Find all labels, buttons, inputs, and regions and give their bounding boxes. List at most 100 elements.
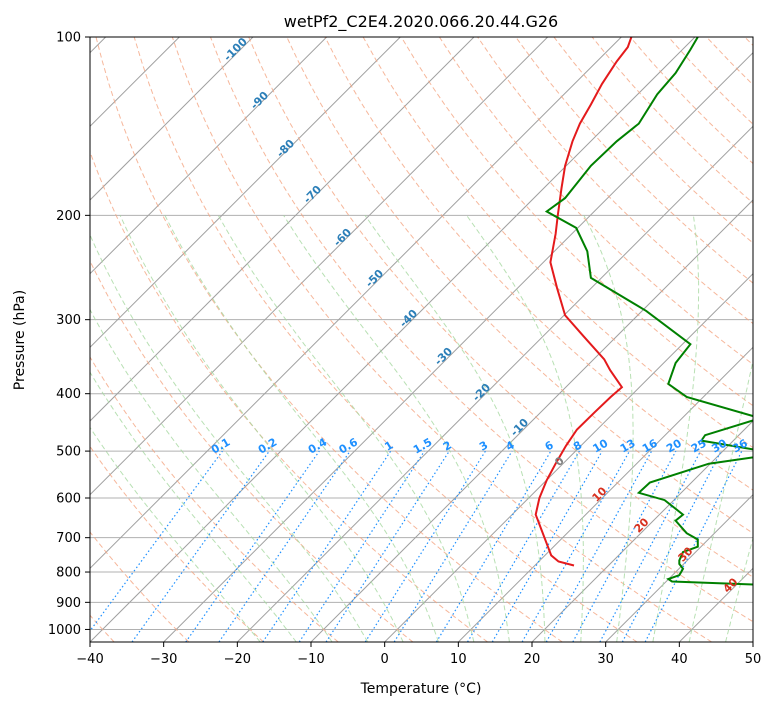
dewpoint-profile [544,37,753,586]
isotherm-gridline [236,125,753,642]
isotherm-gridline [752,641,753,642]
mixing-ratio-line [435,450,552,642]
mixing-ratio-line [218,450,351,642]
y-tick-label: 700 [56,531,81,546]
moist-adiabat [652,215,700,642]
mixing-ratio-label: 0.2 [256,436,279,457]
mixing-ratio-line [545,450,653,642]
mixing-ratio-line [325,450,450,642]
isotherm-gridline [90,37,549,496]
isotherm-gridline [163,51,753,642]
isotherm-label: -10 [508,416,531,439]
isotherm-label: -90 [248,89,271,112]
moist-adiabat [364,215,546,642]
moist-adiabat [217,215,475,642]
mixing-ratio-line [364,450,486,642]
isotherm-gridline [90,37,401,349]
isotherm-label: -20 [470,381,493,404]
isotherm-label: -100 [221,35,250,64]
mixing-ratio-label: 1.5 [411,436,434,457]
isotherm-label: -80 [274,137,297,160]
x-tick-label: 30 [597,652,614,667]
isotherm-gridline [90,37,475,422]
isotherm-gridline [678,567,753,642]
x-tick-label: 10 [450,652,467,667]
x-tick-label: −40 [76,652,103,667]
isotherm-gridline [90,37,328,275]
x-tick-label: −20 [224,652,251,667]
isotherm-gridline [90,37,254,201]
y-tick-label: 200 [56,209,81,224]
dry-adiabat [133,37,638,642]
y-tick-label: 600 [56,492,81,507]
y-tick-label: 900 [56,596,81,611]
isotherm-gridline [90,37,696,642]
mixing-ratio-line [491,450,603,642]
mixing-ratio-label: 25 [689,437,709,456]
isotherm-label: -50 [363,267,386,290]
x-tick-label: −10 [297,652,324,667]
moist-adiabat [583,215,634,642]
dry-adiabat [324,37,753,491]
y-tick-label: 500 [56,445,81,460]
x-tick-label: 50 [745,652,762,667]
x-axis-label: Temperature (°C) [360,681,482,697]
moist-adiabat [90,233,369,642]
chart-title: wetPf2_C2E4.2020.066.20.44.G26 [284,12,558,32]
dry-adiabat [90,445,264,642]
y-tick-label: 400 [56,387,81,402]
dry-adiabat [744,37,753,47]
dry-adiabat [90,259,414,642]
moist-adiabat [164,215,439,642]
y-tick-label: 1000 [48,623,81,638]
dry-adiabat [90,531,190,642]
x-tick-label: 20 [524,652,541,667]
y-tick-label: 800 [56,566,81,581]
isotherm-label: -40 [397,307,420,330]
y-axis-label: Pressure (hPa) [12,290,28,390]
isotherm-label: 10 [590,484,610,504]
dry-adiabat [706,37,753,86]
mixing-ratio-line [90,450,223,632]
dry-adiabat [438,37,753,366]
x-tick-label: −30 [150,652,177,667]
dry-adiabat [515,37,753,284]
isotherm-label: -70 [301,183,324,206]
x-tick-label: 40 [671,652,688,667]
x-tick-label: 0 [381,652,389,667]
mixing-ratio-line [621,450,722,642]
moist-adiabat [688,358,753,642]
mixing-ratio-label: 10 [590,436,610,455]
dry-adiabat [90,356,339,642]
isotherm-label: 20 [632,515,652,535]
dry-adiabat [362,37,753,449]
mixing-ratio-line [521,450,631,642]
mixing-ratio-label: 13 [618,437,638,456]
dry-adiabat [210,37,753,623]
moist-adiabat [283,215,510,642]
plot-frame [89,36,754,643]
y-tick-label: 300 [56,313,81,328]
dry-adiabat [400,37,753,407]
isotherm-label: 40 [721,575,741,595]
isotherm-label: -30 [432,345,455,368]
mixing-ratio-line [393,450,513,642]
isotherm-gridline [531,420,753,642]
mixing-ratio-label: 30 [709,436,729,455]
mixing-ratio-line [572,450,677,642]
y-tick-label: 100 [56,31,81,46]
mixing-ratio-line [466,450,580,642]
temperature-profile [534,37,633,567]
mixing-ratio-label: 36 [730,436,750,455]
isotherm-gridline [384,272,753,642]
mixing-ratio-label: 0.1 [209,436,232,457]
dry-adiabat [95,37,563,642]
isotherm-gridline [457,346,753,642]
mixing-ratio-label: 0.6 [337,435,361,456]
dry-adiabat [90,150,488,642]
dry-adiabat [171,37,712,642]
moist-adiabat [119,215,404,642]
isotherm-label: -60 [331,226,354,249]
isotherm-gridline [90,37,622,570]
moist-adiabat [90,371,297,642]
